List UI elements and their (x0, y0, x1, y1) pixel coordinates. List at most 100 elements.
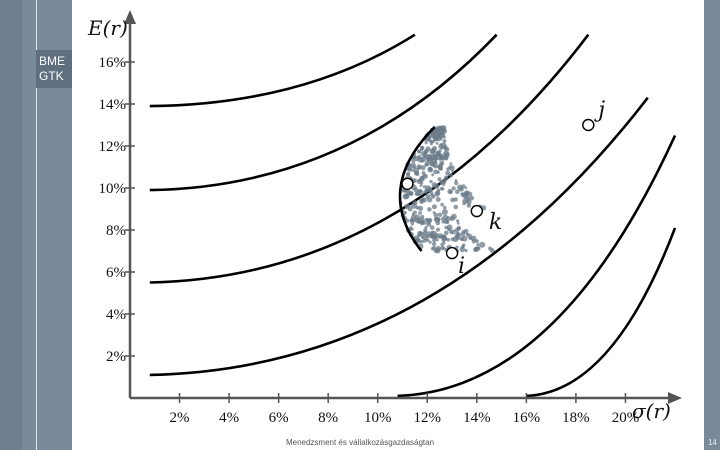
indifference-curve (149, 33, 416, 108)
cloud-dot (427, 135, 431, 140)
cloud-dot (443, 175, 449, 181)
cloud-dot (435, 142, 439, 145)
cloud-dot (442, 139, 447, 144)
cloud-dot (460, 192, 464, 196)
cloud-dot (418, 205, 424, 211)
point-marker (401, 177, 414, 191)
cloud-dot (431, 173, 435, 177)
cloud-dot (428, 240, 432, 244)
cloud-dot (427, 166, 434, 173)
cloud-dot (435, 197, 441, 202)
cloud-dot (442, 135, 446, 139)
cloud-dot (476, 246, 481, 251)
cloud-dot (418, 230, 423, 235)
cloud-dot (439, 186, 444, 191)
cloud-dot (429, 149, 436, 155)
x-tick-label: 10% (364, 410, 392, 426)
cloud-dot (405, 203, 410, 208)
cloud-dot (461, 244, 465, 249)
cloud-dot (441, 209, 448, 215)
cloud-dot (434, 183, 440, 189)
cloud-dot (410, 221, 415, 226)
cloud-dot (429, 179, 433, 184)
cloud-dot (405, 188, 410, 194)
x-tick-label: 6% (269, 410, 289, 426)
cloud-dot (423, 149, 429, 154)
cloud-dot (431, 241, 437, 247)
cloud-dot (449, 230, 454, 234)
cloud-dot (466, 199, 472, 205)
cloud-dot (441, 234, 447, 240)
y-tick-label: 4% (106, 307, 126, 323)
point-marker (582, 118, 595, 132)
point-label-k: k (489, 210, 502, 235)
y-axis-title: E(r) (87, 16, 128, 40)
cloud-dot (433, 156, 439, 161)
cloud-dot (437, 177, 442, 182)
x-tick-label: 8% (318, 410, 338, 426)
x-axis-arrow (668, 392, 682, 404)
cloud-dot (403, 211, 407, 215)
cloud-dot (440, 202, 444, 207)
cloud-dot (451, 213, 457, 220)
cloud-dot (456, 219, 460, 223)
point-label-j: j (593, 98, 605, 123)
cloud-dot (413, 167, 420, 174)
cloud-dot (417, 149, 421, 154)
cloud-dot (461, 184, 466, 189)
cloud-dot (433, 212, 439, 218)
cloud-dot (462, 201, 466, 206)
x-tick-label: 20% (612, 410, 640, 426)
cloud-dot (438, 157, 442, 161)
cloud-dot (470, 235, 477, 242)
cloud-dot (450, 197, 455, 203)
cloud-dot (424, 188, 429, 193)
cloud-dot (408, 190, 414, 196)
cloud-dot (464, 195, 469, 201)
cloud-dot (417, 178, 421, 182)
y-tick-label: 10% (99, 181, 127, 197)
cloud-dot (455, 231, 460, 236)
cloud-dot (431, 194, 436, 199)
x-tick-label: 2% (170, 410, 190, 426)
cloud-dot (435, 245, 442, 252)
cloud-dot (443, 205, 447, 210)
cloud-dot (407, 206, 413, 212)
point-label-i: i (458, 254, 465, 279)
cloud-dot (461, 235, 468, 242)
indifference-curve (397, 134, 677, 398)
cloud-dot (456, 221, 460, 225)
cloud-dot (440, 217, 444, 221)
cloud-dot (441, 142, 447, 148)
x-tick-label: 12% (414, 410, 442, 426)
cloud-dot (416, 219, 421, 224)
indifference-curve (149, 33, 590, 284)
cloud-dot (448, 165, 452, 169)
indifference-curve (526, 227, 677, 398)
left-decor-divider (36, 0, 37, 450)
cloud-dot (420, 146, 425, 150)
cloud-dot (444, 225, 448, 230)
cloud-dot (455, 234, 461, 241)
cloud-dot (461, 229, 466, 235)
efficient-frontier-curve (398, 126, 436, 252)
cloud-dot (433, 217, 438, 221)
point-marker (470, 204, 484, 218)
cloud-dot (421, 171, 426, 175)
cloud-dot (444, 153, 448, 157)
cloud-dot (432, 154, 436, 158)
cloud-dot (435, 227, 441, 232)
cloud-dot (433, 163, 439, 169)
cloud-dot (437, 212, 443, 218)
cloud-dot (430, 140, 434, 144)
cloud-dot (448, 173, 454, 178)
cloud-dot (439, 143, 443, 146)
cloud-dot (479, 241, 486, 248)
cloud-dot (456, 225, 462, 231)
cloud-dot (488, 246, 492, 251)
right-decor-bar (704, 0, 720, 450)
cloud-dot (422, 185, 427, 189)
cloud-dot (418, 189, 422, 192)
cloud-dot (410, 202, 417, 209)
